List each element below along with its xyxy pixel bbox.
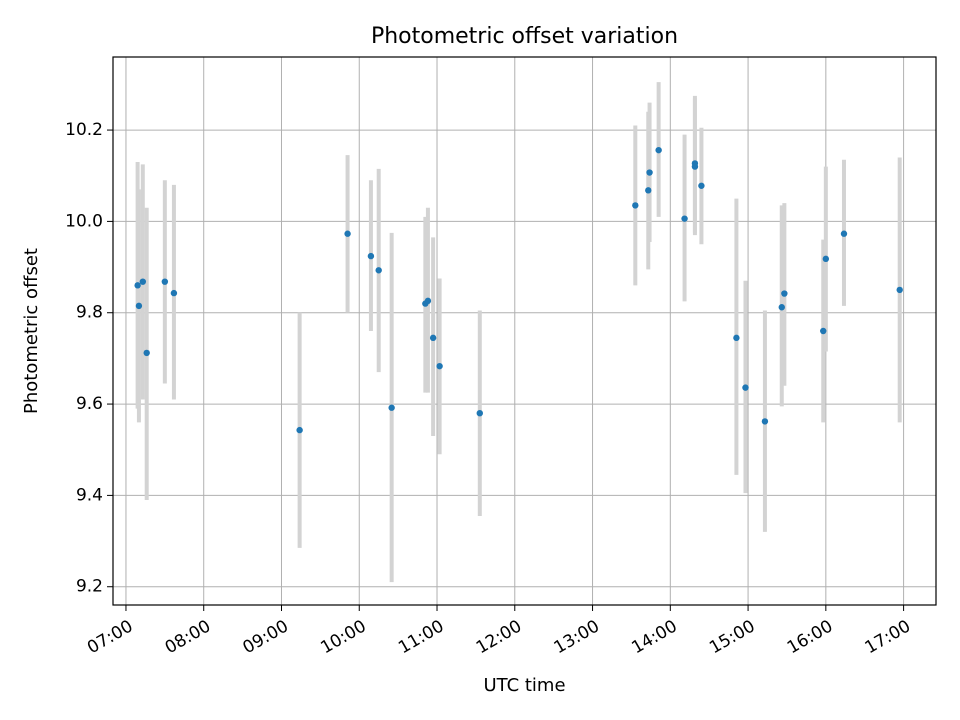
x-axis-label: UTC time [483,675,565,696]
data-point [698,182,705,189]
data-point [646,169,653,176]
data-point [134,282,141,289]
data-point [896,286,903,294]
data-point [681,215,688,222]
y-tick-label: 10.0 [65,211,103,231]
data-point [645,187,652,194]
data-point [761,418,769,425]
y-axis-label: Photometric offset [21,248,42,414]
y-tick-label: 10.2 [65,120,103,140]
data-point [388,404,395,411]
data-point [161,278,169,285]
data-point [170,289,178,297]
data-point [135,302,143,310]
data-point [822,255,830,263]
data-point [691,163,699,170]
data-point [840,230,848,237]
data-point [296,426,303,434]
data-point [429,334,437,342]
y-tick-label: 9.8 [76,303,103,323]
y-tick-label: 9.4 [76,485,103,505]
data-point [476,410,483,417]
data-point [733,334,740,342]
data-point [436,362,443,370]
data-point [778,304,785,311]
chart-title: Photometric offset variation [371,24,678,49]
data-point [367,252,375,260]
data-point [139,278,147,285]
data-point [781,290,788,297]
plot-frame [112,56,937,606]
data-point [424,297,432,305]
data-point [375,267,382,274]
y-tick-label: 9.6 [76,394,103,414]
data-point [143,349,150,357]
data-point [632,202,639,209]
data-point [655,146,662,154]
data-point [820,327,827,335]
y-tick-label: 9.2 [76,577,103,597]
data-point [742,384,749,391]
data-points [134,146,903,434]
data-point [344,230,351,237]
